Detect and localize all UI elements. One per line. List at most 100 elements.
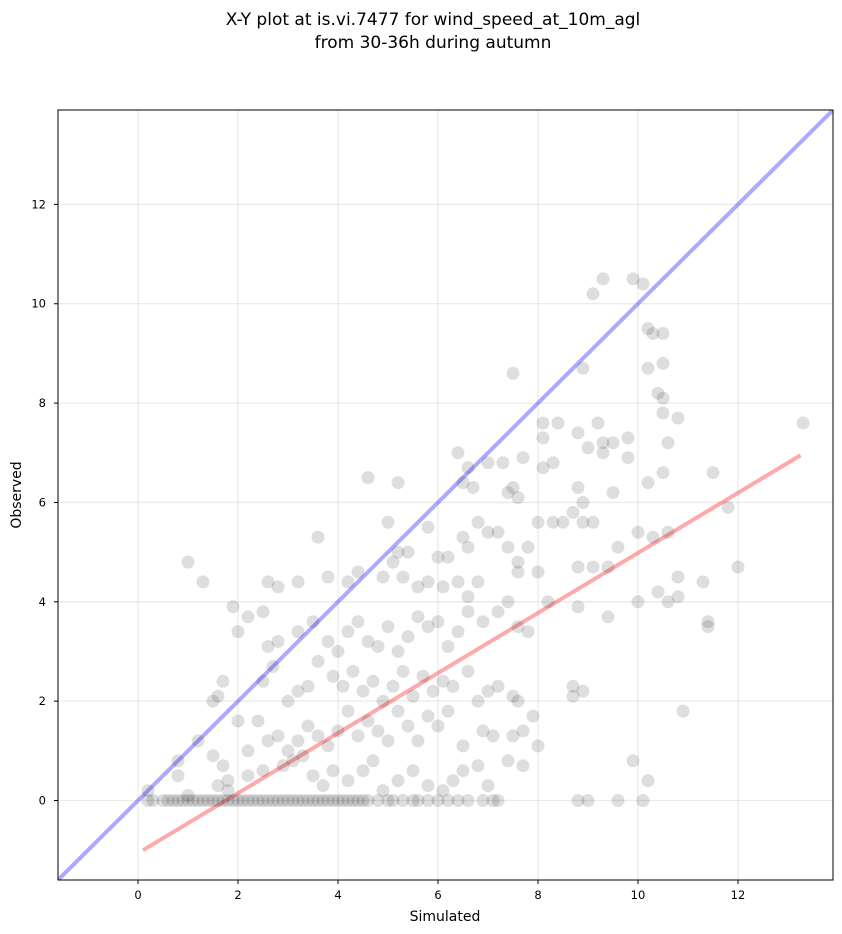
scatter-point xyxy=(491,605,505,619)
scatter-point xyxy=(486,794,500,807)
scatter-point xyxy=(141,784,155,798)
scatter-point xyxy=(731,560,745,574)
scatter-point xyxy=(556,515,570,529)
scatter-point xyxy=(261,640,275,653)
scatter-point xyxy=(301,679,315,693)
scatter-point xyxy=(571,481,585,494)
scatter-point xyxy=(631,595,645,609)
scatter-point xyxy=(491,679,505,693)
scatter-point xyxy=(226,794,240,807)
scatter-point xyxy=(461,664,475,678)
scatter-point xyxy=(491,794,505,807)
scatter-point xyxy=(351,615,365,629)
scatter-point xyxy=(496,456,510,470)
scatter-point xyxy=(466,481,480,494)
x-tick-label: 8 xyxy=(534,888,541,902)
scatter-point xyxy=(506,729,520,743)
y-tick-label: 0 xyxy=(39,794,46,808)
x-tick-label: 6 xyxy=(434,888,441,902)
scatter-point xyxy=(646,530,660,544)
scatter-point xyxy=(576,496,590,509)
scatter-point xyxy=(346,664,360,678)
plot-frame xyxy=(57,109,834,881)
scatter-point xyxy=(206,749,220,763)
scatter-point xyxy=(476,794,490,807)
scatter-point xyxy=(256,605,270,619)
scatter-point xyxy=(371,794,385,807)
scatter-point xyxy=(656,466,670,480)
scatter-point xyxy=(626,754,640,768)
scatter-point xyxy=(431,794,445,807)
scatter-point xyxy=(396,794,410,807)
scatter-point xyxy=(351,565,365,579)
scatter-point xyxy=(641,322,655,336)
scatter-point xyxy=(606,486,620,499)
scatter-point xyxy=(436,784,450,798)
scatter-point xyxy=(356,764,370,778)
scatter-point xyxy=(411,580,425,594)
scatter-point xyxy=(611,540,625,554)
scatter-point xyxy=(481,779,495,793)
scatter-point xyxy=(441,640,455,653)
scatter-point xyxy=(451,625,465,639)
scatter-point xyxy=(341,625,355,639)
scatter-point xyxy=(521,625,535,639)
scatter-point xyxy=(316,779,330,793)
scatter-point xyxy=(386,679,400,693)
chart-title-line2: from 30-36h during autumn xyxy=(315,33,552,53)
scatter-point xyxy=(501,540,515,554)
scatter-point xyxy=(501,754,515,768)
scatter-point xyxy=(636,794,650,807)
scatter-point xyxy=(256,794,270,807)
scatter-point xyxy=(321,794,335,807)
scatter-point xyxy=(336,794,350,807)
scatter-point xyxy=(236,794,250,807)
scatter-point xyxy=(571,600,585,614)
scatter-point xyxy=(176,794,190,807)
scatter-point xyxy=(321,635,335,648)
scatter-point xyxy=(696,575,710,589)
scatter-point xyxy=(276,794,290,807)
scatter-point xyxy=(411,734,425,748)
scatter-point xyxy=(461,461,475,475)
scatter-point xyxy=(331,724,345,738)
scatter-point xyxy=(456,739,470,753)
scatter-point xyxy=(246,794,260,807)
x-tick-label: 4 xyxy=(334,888,341,902)
scatter-point xyxy=(671,570,685,584)
scatter-point xyxy=(266,794,280,807)
scatter-point xyxy=(411,610,425,624)
scatter-point xyxy=(596,436,610,450)
scatter-point xyxy=(381,734,395,748)
scatter-point xyxy=(281,694,295,708)
scatter-point xyxy=(566,689,580,703)
scatter-point xyxy=(506,481,520,494)
scatter-point xyxy=(266,659,280,673)
scatter-point xyxy=(501,595,515,609)
scatter-point xyxy=(526,709,540,723)
scatter-point xyxy=(611,794,625,807)
scatter-point xyxy=(406,689,420,703)
scatter-point xyxy=(251,794,265,807)
scatter-point xyxy=(296,794,310,807)
y-tick-label: 8 xyxy=(39,396,46,410)
scatter-point xyxy=(181,555,195,569)
scatter-point xyxy=(511,620,525,634)
scatter-point xyxy=(241,610,255,624)
scatter-point xyxy=(421,779,435,793)
scatter-point xyxy=(366,674,380,688)
scatter-point xyxy=(506,689,520,703)
scatter-point xyxy=(256,764,270,778)
scatter-point xyxy=(651,386,665,400)
scatter-point xyxy=(431,719,445,733)
scatter-point xyxy=(571,560,585,574)
scatter-point xyxy=(531,739,545,753)
scatter-point xyxy=(461,590,475,604)
scatter-point xyxy=(221,774,235,788)
scatter-point xyxy=(641,361,655,375)
scatter-point xyxy=(536,416,550,430)
scatter-point xyxy=(271,794,285,807)
scatter-point xyxy=(546,456,560,470)
scatter-point xyxy=(636,277,650,291)
